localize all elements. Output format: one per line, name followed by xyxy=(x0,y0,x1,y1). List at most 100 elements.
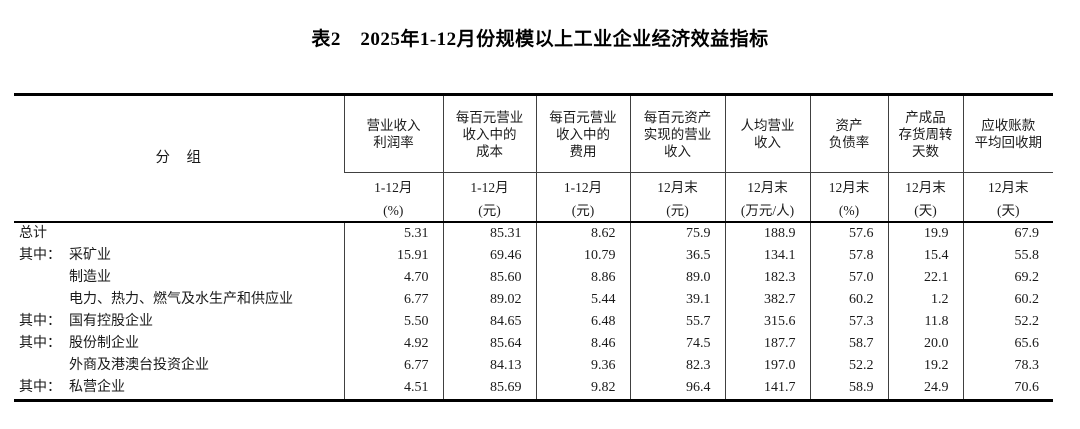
column-header-profit-margin: 营业收入 利润率 xyxy=(343,94,443,173)
value-cell: 89.02 xyxy=(442,289,536,311)
table-body: 总计 5.31 85.31 8.62 75.9 188.9 57.6 19.9 67.9 其中： 采… xyxy=(14,222,1053,401)
value-cell: 67.9 xyxy=(962,222,1053,245)
period-cell: 12月末 (天) xyxy=(887,172,963,223)
table-row: 其中： 私营企业 4.51 85.69 9.82 96.4 141.7 58.9 24.9 70.… xyxy=(14,377,1053,401)
unit-label: (元) xyxy=(478,203,501,218)
period-cell: 12月末 (万元/人) xyxy=(724,172,810,223)
period-cell: 12月末 (元) xyxy=(629,172,725,223)
unit-label: (天) xyxy=(914,203,937,218)
period-label: 1-12月 xyxy=(563,180,603,195)
value-cell: 9.82 xyxy=(535,377,630,401)
row-label: 其中： 国有控股企业 xyxy=(14,311,344,333)
period-label: 1-12月 xyxy=(470,180,509,195)
value-cell: 382.7 xyxy=(724,289,810,311)
row-label-text: 国有控股企业 xyxy=(69,314,153,329)
unit-label: (万元/人) xyxy=(740,203,795,218)
table-row: 其中： 股份制企业 4.92 85.64 8.46 74.5 187.7 58.7 20.0 65… xyxy=(14,333,1053,355)
value-cell: 134.1 xyxy=(724,245,810,267)
table-row: 电力、热力、燃气及水生产和供应业 6.77 89.02 5.44 39.1 382.7 60… xyxy=(14,289,1053,311)
value-cell: 39.1 xyxy=(629,289,725,311)
column-header-receivable-collection-period: 应收账款 平均回收期 xyxy=(962,94,1053,173)
value-cell: 58.9 xyxy=(809,377,888,401)
column-header-expense-per-100: 每百元营业 收入中的 费用 xyxy=(535,94,630,173)
value-cell: 82.3 xyxy=(629,355,725,377)
value-cell: 5.31 xyxy=(343,222,443,245)
value-cell: 8.86 xyxy=(535,267,630,289)
economic-indicators-table: 分 组 营业收入 利润率 每百元营业 收入中的 成本 每百元营业 收入中的 费用… xyxy=(14,93,1053,402)
page-title: 表2 2025年1-12月份规模以上工业企业经济效益指标 xyxy=(311,29,769,50)
row-label: 其中： 采矿业 xyxy=(14,245,344,267)
period-label: 12月末 xyxy=(657,180,698,195)
period-label: 1-12月 xyxy=(374,180,413,195)
row-label-text: 电力、热力、燃气及水生产和供应业 xyxy=(69,292,293,307)
header-name-row: 分 组 营业收入 利润率 每百元营业 收入中的 成本 每百元营业 收入中的 费用… xyxy=(14,94,1053,223)
value-cell: 96.4 xyxy=(629,377,725,401)
value-cell: 4.51 xyxy=(343,377,443,401)
value-cell: 197.0 xyxy=(724,355,810,377)
column-header-cost-per-100: 每百元营业 收入中的 成本 xyxy=(442,94,536,173)
header-period-row: 1-12月 (%) 1-12月 (元) 1-12月 (元) 12月末 (元) 1… xyxy=(14,172,1053,223)
value-cell: 6.48 xyxy=(535,311,630,333)
value-cell: 315.6 xyxy=(724,311,810,333)
value-cell: 5.50 xyxy=(343,311,443,333)
value-cell: 60.2 xyxy=(809,289,888,311)
table-row: 其中： 国有控股企业 5.50 84.65 6.48 55.7 315.6 57.3 11.8 5… xyxy=(14,311,1053,333)
value-cell: 24.9 xyxy=(887,377,963,401)
unit-label: (元) xyxy=(571,203,595,218)
row-label-text: 总计 xyxy=(19,226,47,241)
value-cell: 188.9 xyxy=(724,222,810,245)
table-row: 外商及港澳台投资企业 6.77 84.13 9.36 82.3 197.0 52.2 19.2… xyxy=(14,355,1053,377)
unit-label: (%) xyxy=(838,203,860,218)
column-header-revenue-per-capita: 人均营业 收入 xyxy=(724,94,810,173)
value-cell: 20.0 xyxy=(887,333,963,355)
value-cell: 69.2 xyxy=(962,267,1053,289)
value-cell: 15.91 xyxy=(343,245,443,267)
value-cell: 57.0 xyxy=(809,267,888,289)
row-label-text: 采矿业 xyxy=(69,248,111,263)
row-label: 总计 xyxy=(14,222,344,245)
row-label-text: 外商及港澳台投资企业 xyxy=(69,358,209,373)
unit-label: (天) xyxy=(997,203,1020,218)
period-cell: 1-12月 (%) xyxy=(344,172,443,223)
value-cell: 5.44 xyxy=(535,289,630,311)
period-cell: 1-12月 (元) xyxy=(535,172,630,223)
period-cell: 12月末 (%) xyxy=(809,172,888,223)
value-cell: 78.3 xyxy=(962,355,1053,377)
value-cell: 36.5 xyxy=(629,245,725,267)
row-label-text: 制造业 xyxy=(69,270,111,285)
value-cell: 58.7 xyxy=(809,333,888,355)
value-cell: 6.77 xyxy=(343,289,443,311)
value-cell: 57.6 xyxy=(809,222,888,245)
column-header-group: 分 组 xyxy=(14,94,344,223)
value-cell: 15.4 xyxy=(887,245,963,267)
value-cell: 70.6 xyxy=(962,377,1053,401)
value-cell: 9.36 xyxy=(535,355,630,377)
value-cell: 55.8 xyxy=(962,245,1053,267)
unit-label: (元) xyxy=(666,203,689,218)
value-cell: 57.3 xyxy=(809,311,888,333)
value-cell: 69.46 xyxy=(442,245,536,267)
table-row: 总计 5.31 85.31 8.62 75.9 188.9 57.6 19.9 67.9 xyxy=(14,222,1053,245)
table-row: 其中： 采矿业 15.91 69.46 10.79 36.5 134.1 57.8 15.4 55… xyxy=(14,245,1053,267)
unit-label: (%) xyxy=(383,203,404,218)
value-cell: 182.3 xyxy=(724,267,810,289)
table-header: 分 组 营业收入 利润率 每百元营业 收入中的 成本 每百元营业 收入中的 费用… xyxy=(14,94,1053,223)
value-cell: 60.2 xyxy=(962,289,1053,311)
value-cell: 74.5 xyxy=(629,333,725,355)
period-label: 12月末 xyxy=(828,180,870,195)
value-cell: 85.69 xyxy=(442,377,536,401)
period-label: 12月末 xyxy=(988,180,1029,195)
value-cell: 19.2 xyxy=(887,355,963,377)
value-cell: 4.70 xyxy=(343,267,443,289)
row-label-prefix: 其中： xyxy=(19,248,61,263)
row-label: 其中： 私营企业 xyxy=(14,377,344,401)
value-cell: 85.60 xyxy=(442,267,536,289)
value-cell: 19.9 xyxy=(887,222,963,245)
row-label-text: 私营企业 xyxy=(69,380,125,395)
table-row: 制造业 4.70 85.60 8.86 89.0 182.3 57.0 22.1 69.2 xyxy=(14,267,1053,289)
column-header-revenue-per-100-assets: 每百元资产 实现的营业 收入 xyxy=(629,94,725,173)
row-label: 电力、热力、燃气及水生产和供应业 xyxy=(14,289,344,311)
value-cell: 52.2 xyxy=(962,311,1053,333)
value-cell: 84.13 xyxy=(442,355,536,377)
period-cell: 1-12月 (元) xyxy=(442,172,536,223)
